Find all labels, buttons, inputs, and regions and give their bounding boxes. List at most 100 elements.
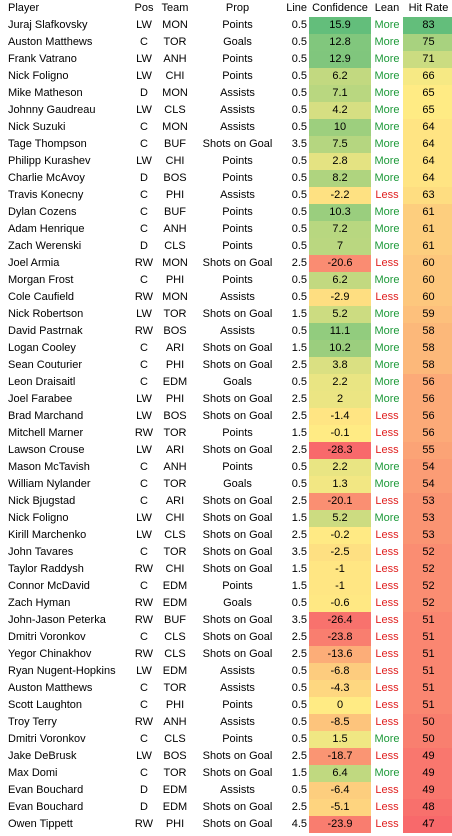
- prop-cell: Points: [222, 70, 253, 82]
- player-cell: Charlie McAvoy: [8, 172, 85, 184]
- pos-cell: RW: [134, 563, 154, 575]
- confidence-cell: -28.3: [309, 442, 371, 459]
- lean-cell: Less: [375, 444, 399, 456]
- table-row: Evan Bouchard D EDM Shots on Goal 2.5 -5.1 Les…: [0, 799, 452, 816]
- prop-cell: Shots on Goal: [202, 818, 273, 830]
- confidence-header[interactable]: Confidence: [312, 2, 368, 14]
- hit-rate-cell: 66: [403, 68, 452, 85]
- team-cell: EDM: [162, 665, 188, 677]
- table-row: Joel Farabee LW PHI Shots on Goal 2.5 2 More 56: [0, 391, 452, 408]
- prop-cell: Assists: [220, 121, 255, 133]
- prop-cell: Points: [222, 53, 253, 65]
- lean-cell: Less: [375, 648, 399, 660]
- prop-cell: Shots on Goal: [202, 138, 273, 150]
- team-cell: CLS: [164, 631, 186, 643]
- prop-cell: Shots on Goal: [202, 750, 273, 762]
- lean-header[interactable]: Lean: [374, 2, 400, 14]
- table-row: Nick Suzuki C MON Assists 0.5 10 More 64: [0, 119, 452, 136]
- table-row: John Tavares C TOR Shots on Goal 3.5 -2.5 Less…: [0, 544, 452, 561]
- prop-cell: Goals: [223, 597, 252, 609]
- player-cell: Logan Cooley: [8, 342, 76, 354]
- hit-rate-cell: 60: [403, 272, 452, 289]
- line-cell: 1.5: [291, 512, 307, 524]
- lean-cell: More: [374, 308, 400, 320]
- pos-cell: LW: [136, 104, 152, 116]
- confidence-cell: 5.2: [309, 306, 371, 323]
- player-cell: Sean Couturier: [8, 359, 82, 371]
- team-cell: MON: [162, 87, 188, 99]
- pos-cell: D: [140, 240, 148, 252]
- confidence-cell: 7.5: [309, 136, 371, 153]
- table-row: Joel Armia RW MON Shots on Goal 2.5 -20.6 Less…: [0, 255, 452, 272]
- pos-cell: RW: [134, 716, 154, 728]
- player-cell: David Pastrnak: [8, 325, 83, 337]
- table-row: Johnny Gaudreau LW CLS Assists 0.5 4.2 More 65: [0, 102, 452, 119]
- lean-cell: More: [374, 223, 400, 235]
- team-cell: CHI: [165, 563, 185, 575]
- player-cell: Yegor Chinakhov: [8, 648, 92, 660]
- team-cell: PHI: [165, 274, 185, 286]
- pos-cell: RW: [134, 818, 154, 830]
- confidence-cell: -20.6: [309, 255, 371, 272]
- player-cell: Brad Marchand: [8, 410, 84, 422]
- prop-header[interactable]: Prop: [225, 2, 250, 14]
- lean-cell: Less: [375, 682, 399, 694]
- hit-rate-cell: 52: [403, 561, 452, 578]
- team-cell: ANH: [163, 461, 187, 473]
- table-row: Morgan Frost C PHI Points 0.5 6.2 More 60: [0, 272, 452, 289]
- table-row: Logan Cooley C ARI Shots on Goal 1.5 10.2 More…: [0, 340, 452, 357]
- line-cell: 1.5: [291, 308, 307, 320]
- prop-cell: Shots on Goal: [202, 631, 273, 643]
- lean-cell: More: [374, 70, 400, 82]
- line-cell: 0.5: [291, 665, 307, 677]
- hit-rate-cell: 56: [403, 391, 452, 408]
- line-cell: 0.5: [291, 155, 307, 167]
- pos-cell: C: [140, 699, 148, 711]
- line-cell: 2.5: [291, 257, 307, 269]
- pos-cell: RW: [134, 597, 154, 609]
- table-body: Juraj Slafkovsky LW MON Points 0.5 15.9 More 83…: [0, 17, 452, 833]
- lean-cell: Less: [375, 597, 399, 609]
- player-cell: Mike Matheson: [8, 87, 83, 99]
- team-cell: ARI: [165, 444, 185, 456]
- team-header[interactable]: Team: [161, 2, 189, 14]
- pos-cell: D: [140, 172, 148, 184]
- hit-rate-cell: 63: [403, 187, 452, 204]
- table-row: William Nylander C TOR Goals 0.5 1.3 More 54: [0, 476, 452, 493]
- pos-header[interactable]: Pos: [134, 2, 154, 14]
- confidence-cell: 3.8: [309, 357, 371, 374]
- prop-cell: Shots on Goal: [202, 359, 273, 371]
- line-cell: 2.5: [291, 529, 307, 541]
- player-cell: Nick Foligno: [8, 512, 69, 524]
- pos-cell: C: [140, 223, 148, 235]
- team-cell: CHI: [165, 155, 185, 167]
- header-row: Player Pos Team Prop Line Confidence Lea…: [0, 0, 452, 17]
- hit-rate-header[interactable]: Hit Rate: [408, 2, 449, 14]
- team-cell: TOR: [163, 767, 187, 779]
- table-row: Evan Bouchard D EDM Assists 0.5 -6.4 Less 49: [0, 782, 452, 799]
- hit-rate-cell: 58: [403, 323, 452, 340]
- player-header[interactable]: Player: [8, 2, 40, 14]
- player-cell: Kirill Marchenko: [8, 529, 87, 541]
- table-row: Jake DeBrusk LW BOS Shots on Goal 2.5 -18.7 Le…: [0, 748, 452, 765]
- prop-cell: Shots on Goal: [202, 512, 273, 524]
- prop-cell: Shots on Goal: [202, 444, 273, 456]
- player-cell: Leon Draisaitl: [8, 376, 76, 388]
- confidence-cell: -6.8: [309, 663, 371, 680]
- player-cell: Auston Matthews: [8, 36, 93, 48]
- pos-cell: LW: [136, 19, 152, 31]
- prop-cell: Assists: [220, 682, 255, 694]
- team-cell: CLS: [164, 240, 186, 252]
- prop-cell: Shots on Goal: [202, 495, 273, 507]
- pos-cell: LW: [136, 444, 152, 456]
- pos-cell: C: [140, 580, 148, 592]
- table-row: Travis Konecny C PHI Assists 0.5 -2.2 Less 63: [0, 187, 452, 204]
- team-cell: TOR: [163, 682, 187, 694]
- line-cell: 1.5: [291, 427, 307, 439]
- pos-cell: C: [140, 495, 148, 507]
- prop-cell: Shots on Goal: [202, 529, 273, 541]
- line-header[interactable]: Line: [286, 2, 307, 14]
- hit-rate-cell: 49: [403, 782, 452, 799]
- team-cell: PHI: [165, 699, 185, 711]
- line-cell: 2.5: [291, 444, 307, 456]
